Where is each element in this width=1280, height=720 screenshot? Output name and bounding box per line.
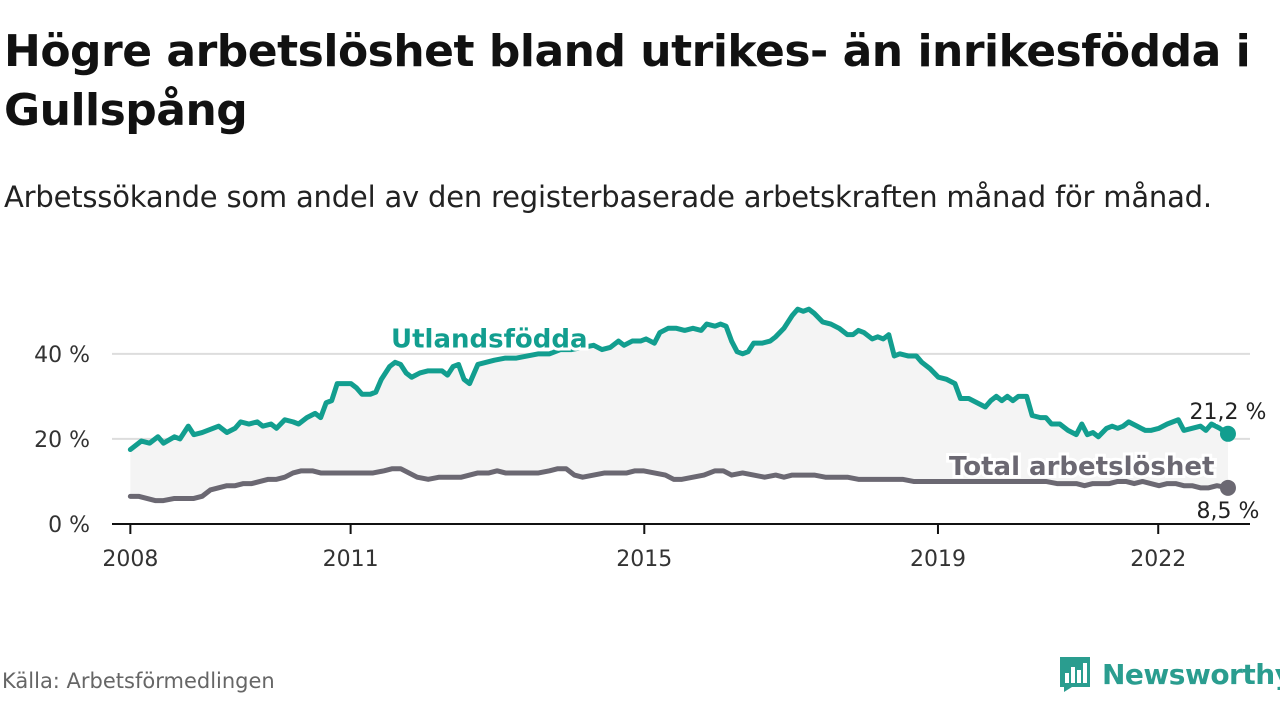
end-marker-total [1219, 479, 1236, 496]
y-tick-label: 0 % [48, 513, 90, 538]
y-tick-label: 20 % [34, 428, 90, 453]
x-tick-label: 2008 [102, 547, 158, 572]
end-value-label-foreign: 21,2 % [1190, 400, 1267, 425]
brand-logo[interactable]: Newsworthy [1058, 652, 1280, 696]
series-lines [127, 306, 1231, 504]
series-line-total [127, 466, 1231, 504]
newsworthy-logo-icon [1060, 657, 1090, 692]
chart-subtitle: Arbetssökande som andel av den registerb… [4, 180, 1212, 214]
axes: 0 % 20 % 40 % 2008 2011 2015 2019 2022 [34, 343, 1250, 572]
end-marker-foreign [1219, 425, 1236, 442]
x-tick-label: 2015 [616, 547, 672, 572]
area-band [130, 309, 1228, 501]
source-note: Källa: Arbetsförmedlingen [2, 669, 275, 693]
series-label-foreign: Utlandsfödda [391, 324, 588, 354]
chart-title: Högre arbetslöshet bland utrikes- än inr… [4, 26, 1251, 136]
series-label-total: Total arbetslöshet [949, 452, 1214, 482]
series-line-foreign [127, 306, 1231, 453]
x-tick-label: 2011 [323, 547, 379, 572]
brand-name: Newsworthy [1102, 657, 1280, 691]
y-tick-label: 40 % [34, 343, 90, 368]
data-labels: 21,2 % 8,5 % Utlandsfödda Total arbetslöshe… [388, 321, 1269, 526]
x-tick-label: 2022 [1130, 547, 1186, 572]
end-value-label-total: 8,5 % [1197, 499, 1260, 524]
x-tick-label: 2019 [910, 547, 966, 572]
